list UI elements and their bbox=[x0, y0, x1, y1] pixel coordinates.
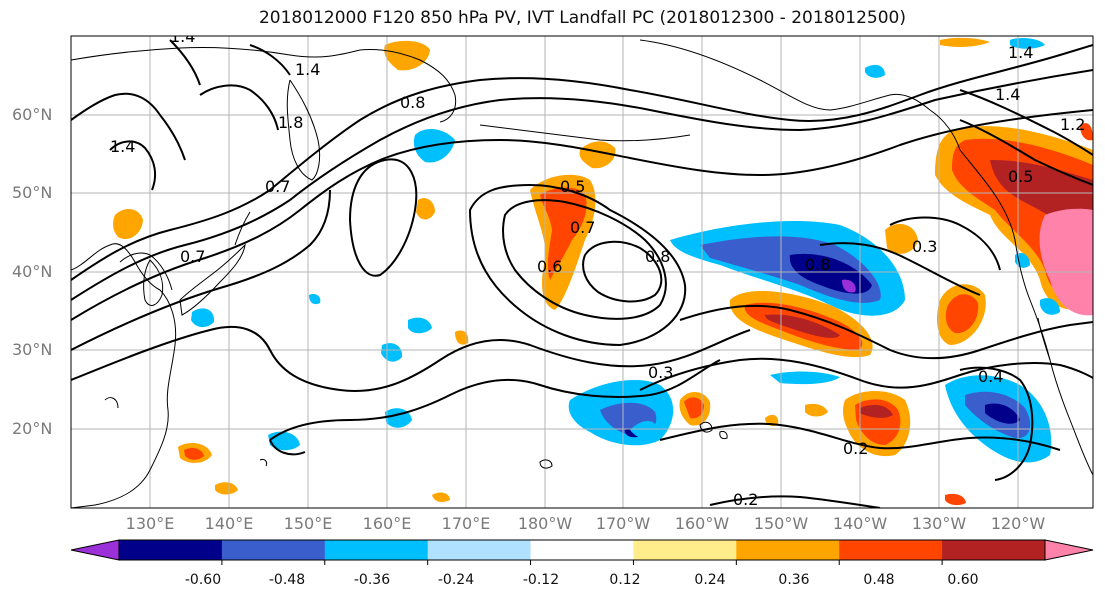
colorbar-tick-label: -0.60 bbox=[184, 572, 222, 588]
contour-label: 0.7 bbox=[265, 177, 290, 196]
contour-label: 0.8 bbox=[805, 255, 830, 274]
lat-label: 40°N bbox=[12, 262, 53, 281]
pv-shading bbox=[113, 37, 1093, 506]
colorbar-tick-label: -0.36 bbox=[353, 572, 391, 588]
colorbar-tick-label: -0.48 bbox=[268, 572, 306, 588]
colorbar-tick-label: 0.36 bbox=[778, 572, 810, 588]
contour-label-group: 1.4 1.4 1.4 1.4 1.2 0.8 1.8 1.4 0.5 0.7 … bbox=[110, 27, 1085, 509]
contour-label: 1.4 bbox=[995, 85, 1020, 104]
contour-label: 1.4 bbox=[170, 27, 195, 46]
lon-label: 160°W bbox=[674, 514, 730, 533]
lat-label: 30°N bbox=[12, 340, 53, 359]
lon-label: 150°E bbox=[283, 514, 333, 533]
contour-label: 0.7 bbox=[180, 247, 205, 266]
lon-label: 130°E bbox=[125, 514, 175, 533]
lat-label: 50°N bbox=[12, 183, 53, 202]
map-frame bbox=[70, 35, 1094, 509]
contour-label: 1.2 bbox=[1060, 115, 1085, 134]
lat-label: 20°N bbox=[12, 419, 53, 438]
lon-label: 170°E bbox=[441, 514, 491, 533]
chart-title: 2018012000 F120 850 hPa PV, IVT Landfall… bbox=[258, 8, 906, 28]
lon-label: 130°W bbox=[911, 514, 967, 533]
contour-label: 0.3 bbox=[912, 237, 937, 256]
contour-label: 0.2 bbox=[843, 439, 868, 458]
contour-label: 0.5 bbox=[1008, 167, 1033, 186]
colorbar-tick-label: 0.24 bbox=[694, 572, 726, 588]
lon-label: 180°W bbox=[517, 514, 573, 533]
coastlines bbox=[71, 39, 1093, 508]
contour-label: 0.2 bbox=[733, 490, 758, 509]
contour-label: 1.4 bbox=[110, 137, 135, 156]
colorbar-tick-label: 0.48 bbox=[863, 572, 895, 588]
contour-label: 0.6 bbox=[537, 257, 562, 276]
contour-label: 0.5 bbox=[560, 177, 585, 196]
contour-label: 0.8 bbox=[400, 93, 425, 112]
contour-label: 1.4 bbox=[295, 60, 320, 79]
contour-label: 0.3 bbox=[648, 363, 673, 382]
lon-label: 140°W bbox=[832, 514, 888, 533]
lon-label: 160°E bbox=[362, 514, 412, 533]
lon-label: 120°W bbox=[990, 514, 1046, 533]
colorbar-tick-label: -0.24 bbox=[437, 572, 475, 588]
colorbar-tick-label: 0.12 bbox=[609, 572, 641, 588]
contour-label: 1.8 bbox=[278, 113, 303, 132]
lat-label: 60°N bbox=[12, 105, 53, 124]
contour-label: 0.7 bbox=[570, 218, 595, 237]
lon-label: 140°E bbox=[204, 514, 254, 533]
lon-label: 150°W bbox=[753, 514, 809, 533]
contour-label: 1.4 bbox=[1008, 43, 1033, 62]
colorbar-tick-label: 0.60 bbox=[947, 572, 979, 588]
contour-label: 0.4 bbox=[978, 367, 1003, 386]
pv-contours bbox=[71, 39, 1093, 508]
colorbar-tick-label: -0.12 bbox=[522, 572, 560, 588]
lon-label: 170°W bbox=[595, 514, 651, 533]
contour-label: 0.8 bbox=[645, 247, 670, 266]
